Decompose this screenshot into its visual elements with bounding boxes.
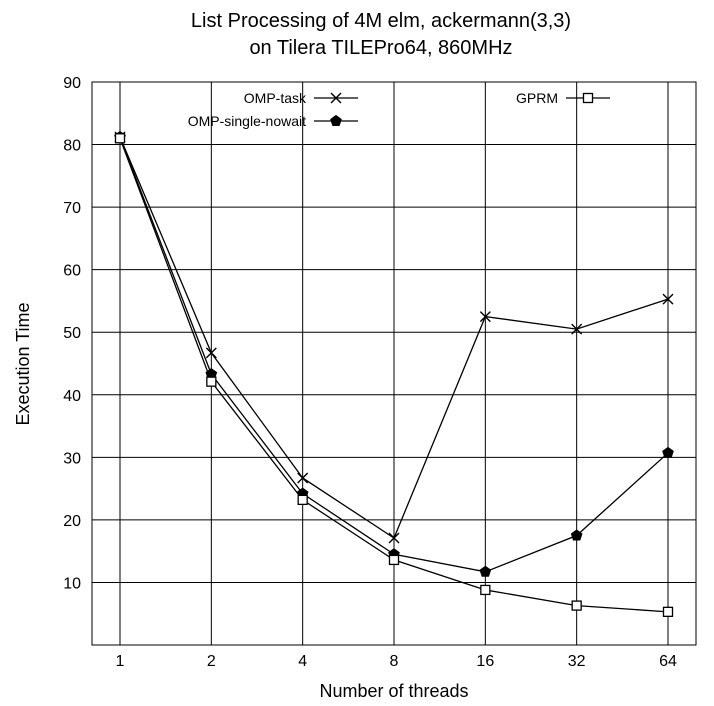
point-omp-task — [571, 323, 583, 335]
chart-title-line-1: List Processing of 4M elm, ackermann(3,3… — [191, 10, 571, 32]
x-tick-label: 8 — [390, 653, 399, 670]
x-tick-label: 1 — [116, 653, 125, 670]
y-tick-label: 60 — [63, 263, 81, 280]
x-tick-label: 32 — [568, 653, 586, 670]
y-axis: 10 20 30 40 50 60 70 80 90 — [63, 75, 81, 592]
legend-marker-omp-single-nowait — [330, 114, 342, 126]
point-gprm — [480, 584, 491, 596]
legend-marker-gprm — [582, 92, 594, 104]
point-omp-task — [662, 293, 674, 305]
y-axis-label: Execution Time — [13, 302, 33, 425]
x-tick-label: 64 — [659, 653, 677, 670]
point-omp-single-nowait — [570, 529, 583, 541]
y-tick-label: 40 — [63, 388, 81, 405]
x-tick-label: 2 — [207, 653, 216, 670]
y-tick-label: 30 — [63, 450, 81, 467]
point-gprm — [388, 554, 400, 566]
y-tick-label: 70 — [63, 200, 81, 217]
point-gprm — [206, 376, 217, 387]
x-axis-label: Number of threads — [319, 681, 468, 701]
legend-label-gprm: GPRM — [516, 90, 558, 106]
point-gprm — [571, 600, 582, 611]
point-gprm — [114, 133, 126, 144]
point-omp-single-nowait — [662, 446, 674, 458]
legend-marker-omp-task — [330, 92, 342, 104]
point-omp-task — [297, 472, 309, 484]
point-omp-task — [205, 347, 217, 359]
series-group — [114, 130, 674, 617]
point-gprm — [297, 494, 308, 506]
point-gprm — [662, 606, 674, 617]
chart-title-line-2: on Tilera TILEPro64, 860MHz — [249, 37, 512, 59]
point-omp-single-nowait — [479, 565, 492, 577]
x-tick-label: 4 — [298, 653, 307, 670]
point-omp-task — [479, 311, 491, 323]
legend: OMP-task OMP-single-nowait GPRM — [188, 90, 610, 129]
plot-frame — [91, 81, 697, 646]
legend-label-omp-single-nowait: OMP-single-nowait — [188, 113, 306, 129]
y-tick-label: 20 — [63, 513, 81, 530]
legend-label-omp-task: OMP-task — [244, 90, 307, 106]
series-omp-task — [114, 131, 674, 544]
y-tick-label: 80 — [63, 138, 81, 155]
y-tick-label: 10 — [63, 575, 81, 592]
series-gprm — [114, 133, 674, 617]
x-tick-label: 16 — [476, 653, 494, 670]
y-tick-label: 50 — [63, 325, 81, 342]
point-omp-task — [388, 532, 400, 544]
x-axis: 1 2 4 8 16 32 64 — [116, 653, 677, 670]
y-tick-label: 90 — [63, 75, 81, 92]
